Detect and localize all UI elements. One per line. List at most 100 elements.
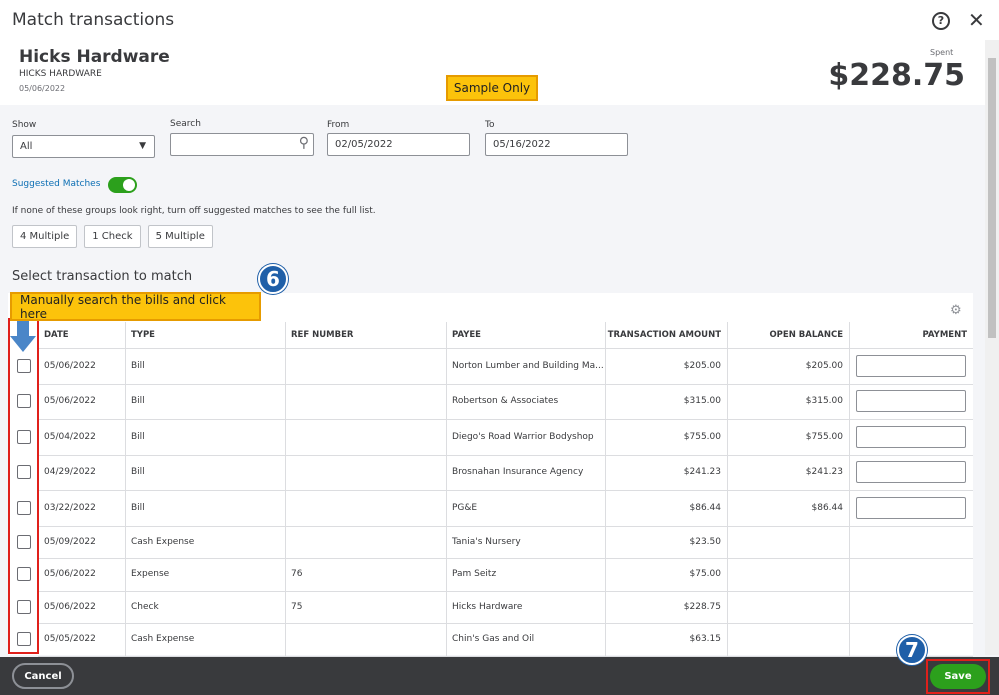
table-cell: Bill [131,360,145,371]
table-row: 05/06/2022 Expense 76 Pam Seitz $75.00 [8,558,973,591]
row-checkbox[interactable] [17,465,31,480]
amount-label: Spent [930,48,954,57]
column-divider [446,322,447,348]
row-checkbox[interactable] [17,394,31,409]
table-cell: 04/29/2022 [44,467,96,478]
cancel-button[interactable]: Cancel [12,663,74,689]
row-checkbox[interactable] [17,567,31,582]
table-cell: 05/04/2022 [44,431,96,442]
payment-input[interactable] [856,461,966,484]
table-cell: Bill [131,467,145,478]
column-divider [849,623,850,656]
column-divider [727,590,728,623]
column-divider [125,558,126,591]
callout-text: Manually search the bills and click here [10,292,261,321]
payee-upper: HICKS HARDWARE [19,69,102,79]
column-header: TRANSACTION AMOUNT [607,330,721,340]
column-divider [125,419,126,455]
suggested-toggle[interactable] [108,177,137,193]
highlight-box [8,318,39,654]
row-divider [38,348,973,349]
column-divider [285,525,286,558]
column-divider [446,454,447,490]
table-cell: $205.00 [683,360,721,371]
group-button[interactable]: 1 Check [84,225,141,248]
column-divider [446,383,447,419]
show-label: Show [12,120,37,130]
column-divider [446,490,447,526]
row-divider [38,558,973,559]
column-divider [605,623,606,656]
column-divider [849,348,850,384]
table-cell: $86.44 [811,502,844,513]
column-divider [285,383,286,419]
table-cell: Hicks Hardware [452,601,523,612]
table-cell: 76 [291,569,303,580]
payment-input[interactable] [856,390,966,413]
to-input[interactable]: 05/16/2022 [485,133,628,156]
suggested-hint: If none of these groups look right, turn… [12,206,376,216]
column-divider [605,348,606,384]
column-divider [285,419,286,455]
table-cell: $228.75 [683,601,721,612]
suggested-label: Suggested Matches [12,179,101,189]
table-cell: Bill [131,396,145,407]
column-divider [727,525,728,558]
row-checkbox[interactable] [17,599,31,614]
column-divider [125,454,126,490]
table-cell: 05/06/2022 [44,601,96,612]
settings-icon[interactable]: ⚙ [950,303,962,318]
column-divider [727,558,728,591]
table-cell: $241.23 [805,467,843,478]
table-cell: 05/06/2022 [44,569,96,580]
table-cell: $86.44 [689,502,722,513]
column-divider [727,454,728,490]
help-icon[interactable]: ? [932,12,950,30]
payment-input[interactable] [856,354,966,377]
row-divider [38,623,973,624]
payment-input[interactable] [856,496,966,519]
row-divider [38,525,973,527]
payment-input[interactable] [856,425,966,448]
column-divider [605,525,606,558]
column-divider [125,490,126,526]
table-cell: Bill [131,431,145,442]
table-cell: $23.50 [689,536,722,547]
column-divider [446,590,447,623]
column-header: PAYEE [452,330,481,340]
table-cell: $205.00 [805,360,843,371]
table-cell: 05/05/2022 [44,634,96,645]
close-icon[interactable]: ✕ [968,8,985,32]
from-input[interactable]: 02/05/2022 [327,133,470,156]
table-cell: Pam Seitz [452,569,497,580]
column-divider [849,525,850,558]
group-button[interactable]: 4 Multiple [12,225,78,248]
section-title: Select transaction to match [12,269,193,284]
column-divider [446,348,447,384]
column-divider [727,348,728,384]
table-row: 05/09/2022 Cash Expense Tania's Nursery $23… [8,525,973,558]
show-select[interactable]: All ▼ [12,135,155,158]
column-divider [285,348,286,384]
row-checkbox[interactable] [17,429,31,444]
from-label: From [327,120,350,130]
column-divider [446,558,447,591]
footer: Cancel Save [0,657,999,695]
column-divider [727,322,728,348]
scrollbar[interactable] [985,40,999,655]
from-value: 02/05/2022 [335,139,393,150]
callout-number: 7 [897,635,927,665]
table: ⚙ [38,293,973,655]
row-checkbox[interactable] [17,500,31,515]
group-button[interactable]: 5 Multiple [147,225,213,248]
row-checkbox[interactable] [17,534,31,549]
table-row: 05/06/2022 Bill Norton Lumber and Building… [8,348,973,384]
search-input[interactable]: ⚲ [170,133,314,156]
row-checkbox[interactable] [17,632,31,647]
column-divider [727,383,728,419]
save-button[interactable]: Save [930,664,986,689]
row-checkbox[interactable] [17,358,31,373]
column-divider [849,590,850,623]
column-divider [849,419,850,455]
dialog-title: Match transactions [12,10,175,30]
